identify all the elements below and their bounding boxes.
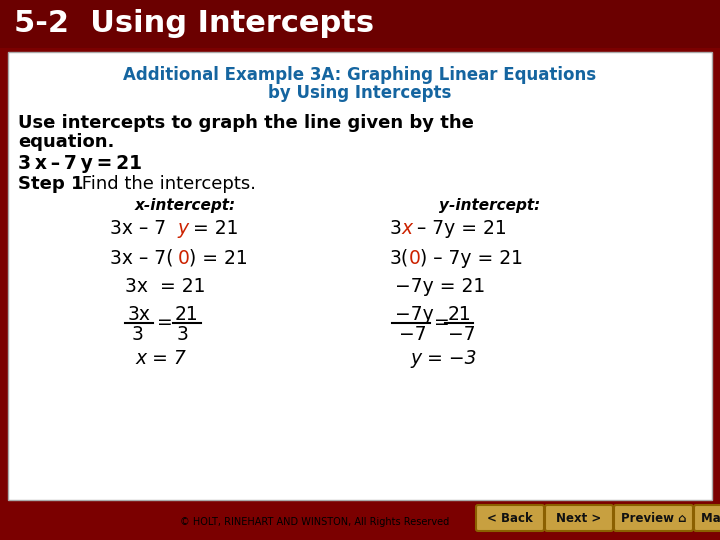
Text: 3x – 7: 3x – 7 — [110, 219, 166, 238]
Text: x = 7: x = 7 — [135, 349, 186, 368]
Text: 3x – 7(: 3x – 7( — [110, 249, 174, 268]
Text: ) = 21: ) = 21 — [189, 249, 248, 268]
Text: y = −3: y = −3 — [410, 349, 477, 368]
Text: −7: −7 — [399, 325, 427, 344]
Text: Additional Example 3A: Graphing Linear Equations: Additional Example 3A: Graphing Linear E… — [123, 66, 597, 84]
Text: x-intercept:: x-intercept: — [135, 198, 235, 213]
Text: 3 x – 7 y = 21: 3 x – 7 y = 21 — [18, 154, 142, 173]
Text: 5-2  Using Intercepts: 5-2 Using Intercepts — [14, 10, 374, 38]
Text: 3x: 3x — [128, 305, 151, 324]
Text: Find the intercepts.: Find the intercepts. — [76, 175, 256, 193]
Text: = 21: = 21 — [187, 219, 238, 238]
Text: Next >: Next > — [557, 511, 602, 524]
Text: © HOLT, RINEHART AND WINSTON, All Rights Reserved: © HOLT, RINEHART AND WINSTON, All Rights… — [180, 517, 449, 527]
Text: – 7y = 21: – 7y = 21 — [411, 219, 507, 238]
Text: ) – 7y = 21: ) – 7y = 21 — [420, 249, 523, 268]
Text: 3(: 3( — [390, 249, 409, 268]
Text: x: x — [401, 219, 412, 238]
FancyBboxPatch shape — [545, 505, 613, 531]
FancyBboxPatch shape — [694, 505, 720, 531]
Text: 0: 0 — [178, 249, 190, 268]
Bar — [0, 0, 720, 48]
Text: 0: 0 — [409, 249, 421, 268]
Text: Main ⌂: Main ⌂ — [701, 511, 720, 524]
FancyBboxPatch shape — [614, 505, 693, 531]
Text: −7y: −7y — [395, 305, 433, 324]
Text: −7: −7 — [448, 325, 476, 344]
Text: 3: 3 — [177, 325, 189, 344]
Text: 21: 21 — [175, 305, 199, 324]
Text: Preview ⌂: Preview ⌂ — [621, 511, 686, 524]
Text: y-intercept:: y-intercept: — [439, 198, 541, 213]
Text: 3: 3 — [132, 325, 144, 344]
Text: =: = — [434, 313, 450, 332]
Text: 3x  = 21: 3x = 21 — [125, 277, 205, 296]
Text: Step 1: Step 1 — [18, 175, 84, 193]
Text: 3: 3 — [390, 219, 402, 238]
FancyBboxPatch shape — [476, 505, 544, 531]
Text: −7y = 21: −7y = 21 — [395, 277, 485, 296]
Bar — [8, 52, 712, 500]
Text: by Using Intercepts: by Using Intercepts — [269, 84, 451, 102]
Text: y: y — [177, 219, 188, 238]
Text: < Back: < Back — [487, 511, 533, 524]
Text: Use intercepts to graph the line given by the: Use intercepts to graph the line given b… — [18, 114, 474, 132]
Text: equation.: equation. — [18, 133, 114, 151]
Text: 21: 21 — [448, 305, 472, 324]
Text: =: = — [157, 313, 173, 332]
